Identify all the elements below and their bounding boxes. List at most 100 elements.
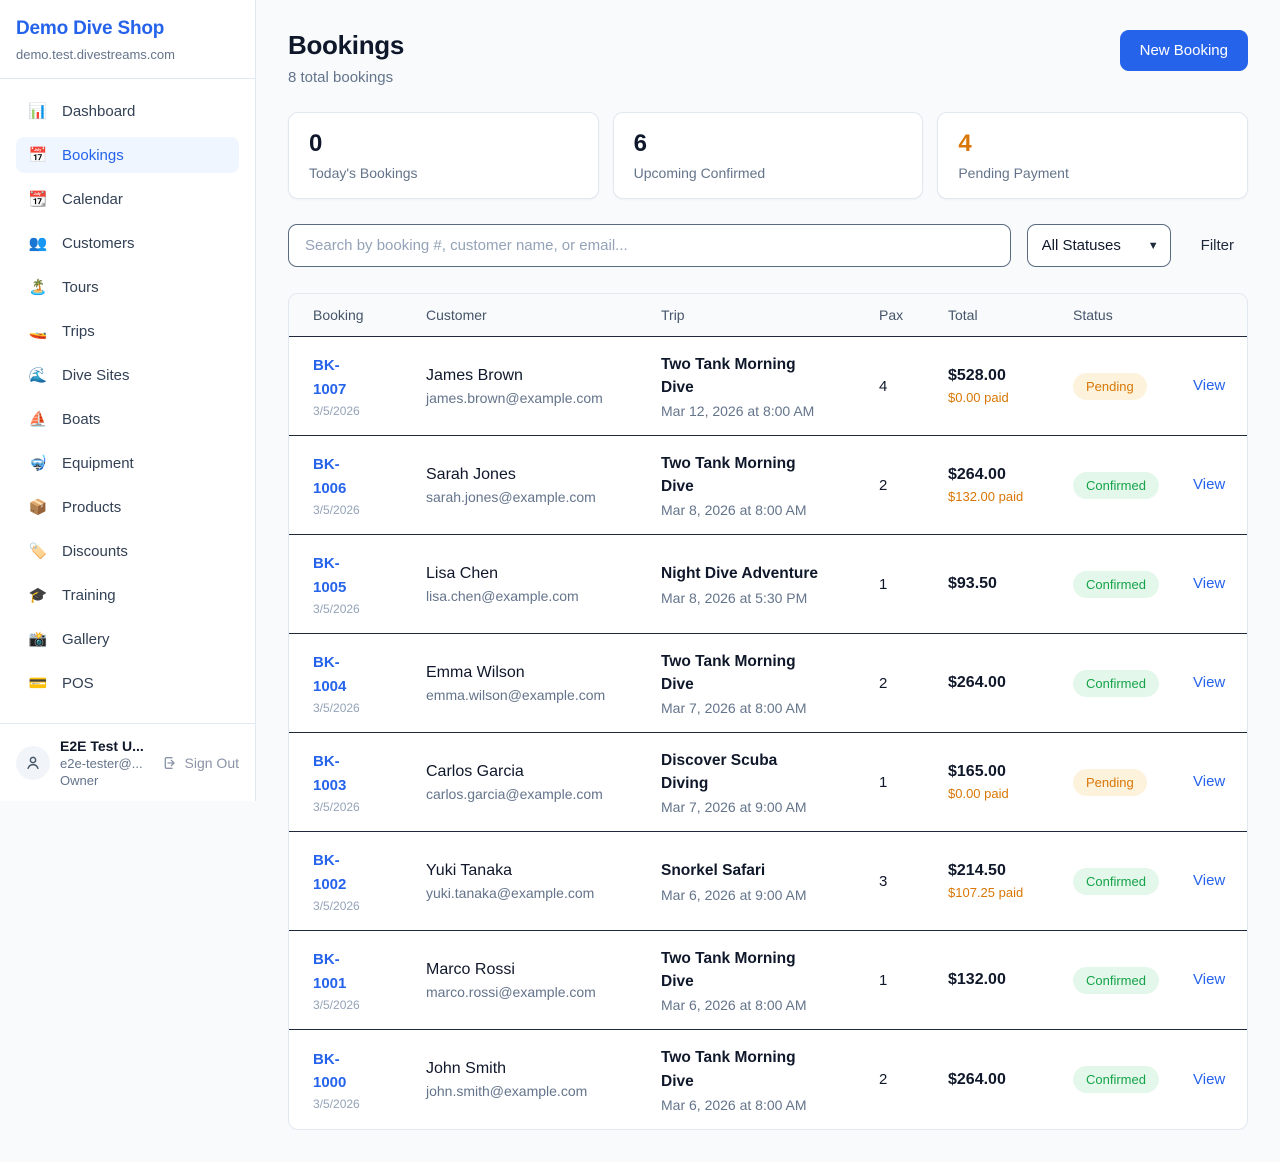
view-link[interactable]: View — [1193, 575, 1226, 592]
booking-id-link[interactable]: BK-1002 — [313, 852, 347, 893]
new-booking-button[interactable]: New Booking — [1119, 30, 1248, 71]
total-amount: $264.00 — [948, 1070, 1006, 1088]
total-amount: $132.00 — [948, 971, 1006, 988]
sign-out-button[interactable]: Sign Out — [162, 755, 239, 771]
total-amount: $264.00 — [948, 466, 1006, 483]
stats-row: 0 Today's Bookings 6 Upcoming Confirmed … — [288, 112, 1248, 199]
trip-name: Two Tank Morning Dive — [661, 949, 796, 990]
sidebar-item-dashboard[interactable]: 📊 Dashboard — [16, 93, 239, 129]
sidebar-item-calendar[interactable]: 📆 Calendar — [16, 181, 239, 217]
paid-amount: $0.00 paid — [948, 390, 1009, 405]
nav-item-label: Dive Sites — [62, 366, 130, 384]
trip-time: Mar 6, 2026 at 9:00 AM — [661, 886, 807, 903]
sidebar-item-equipment[interactable]: 🤿 Equipment — [16, 445, 239, 481]
status-badge: Confirmed — [1073, 1066, 1159, 1093]
sidebar-item-customers[interactable]: 👥 Customers — [16, 225, 239, 261]
booking-id-link[interactable]: BK-1000 — [313, 1050, 347, 1091]
sidebar-item-bookings[interactable]: 📅 Bookings — [16, 137, 239, 173]
customer-email: yuki.tanaka@example.com — [426, 884, 595, 901]
nav-item-label: Trips — [62, 322, 95, 340]
trip-time: Mar 6, 2026 at 8:00 AM — [661, 997, 807, 1014]
pax-count: 2 — [879, 674, 888, 692]
trip-time: Mar 6, 2026 at 8:00 AM — [661, 1096, 807, 1113]
booking-id-link[interactable]: BK-1007 — [313, 357, 347, 398]
camera-icon: 📸 — [28, 630, 48, 648]
stat-card: 4 Pending Payment — [937, 112, 1248, 199]
booking-id-link[interactable]: BK-1001 — [313, 951, 347, 992]
user-footer: E2E Test U... e2e-tester@... Owner Sign … — [0, 723, 255, 802]
booking-date: 3/5/2026 — [313, 997, 360, 1012]
sidebar-item-products[interactable]: 📦 Products — [16, 489, 239, 525]
view-link[interactable]: View — [1193, 377, 1226, 394]
page-title: Bookings — [288, 30, 405, 60]
sidebar-item-trips[interactable]: 🚤 Trips — [16, 313, 239, 349]
trip-name: Night Dive Adventure — [661, 565, 819, 583]
view-link[interactable]: View — [1193, 1070, 1226, 1088]
view-link[interactable]: View — [1193, 773, 1226, 790]
booking-id-link[interactable]: BK-1005 — [313, 555, 347, 596]
stat-card: 0 Today's Bookings — [288, 112, 599, 199]
booking-date: 3/5/2026 — [313, 898, 360, 913]
booking-id-link[interactable]: BK-1004 — [313, 654, 347, 695]
booking-id-link[interactable]: BK-1006 — [313, 456, 347, 497]
search-input[interactable] — [288, 224, 1011, 267]
shop-name: Demo Dive Shop — [16, 18, 165, 39]
column-header-booking: Booking — [313, 307, 364, 323]
pax-count: 2 — [879, 476, 888, 494]
page-header: Bookings 8 total bookings New Booking — [288, 30, 1248, 86]
booking-id-link[interactable]: BK-1003 — [313, 753, 347, 794]
nav-item-label: Products — [62, 498, 122, 516]
table-row: BK-1003 3/5/2026 Carlos Garcia carlos.ga… — [289, 733, 1247, 832]
table-row: BK-1001 3/5/2026 Marco Rossi marco.rossi… — [289, 931, 1247, 1030]
view-link[interactable]: View — [1193, 674, 1226, 691]
status-filter-select[interactable]: All Statuses — [1026, 224, 1171, 267]
pax-count: 3 — [879, 872, 888, 890]
sidebar-item-tours[interactable]: 🏝️ Tours — [16, 269, 239, 305]
dive-mask-icon: 🤿 — [28, 454, 48, 472]
sidebar-item-pos[interactable]: 💳 POS — [16, 665, 239, 701]
shop-domain: demo.test.divestreams.com — [16, 47, 175, 62]
status-badge: Confirmed — [1073, 471, 1159, 499]
view-link[interactable]: View — [1193, 476, 1226, 493]
package-icon: 📦 — [28, 498, 48, 516]
nav-item-label: Customers — [62, 234, 135, 252]
user-email: e2e-tester@... — [60, 756, 143, 771]
paid-amount: $107.25 paid — [948, 885, 1024, 900]
view-link[interactable]: View — [1193, 971, 1226, 988]
nav-item-label: Tours — [62, 278, 99, 296]
filter-button[interactable]: Filter — [1187, 237, 1248, 254]
status-badge: Confirmed — [1073, 669, 1159, 697]
trip-name: Two Tank Morning Dive — [661, 652, 796, 693]
pax-count: 1 — [879, 773, 888, 791]
bookings-table: Booking Customer Trip Pax Total Status BK-100… — [288, 293, 1248, 1130]
sidebar-item-gallery[interactable]: 📸 Gallery — [16, 621, 239, 657]
sidebar-item-dive-sites[interactable]: 🌊 Dive Sites — [16, 357, 239, 393]
customer-email: james.brown@example.com — [426, 389, 603, 406]
sidebar-item-training[interactable]: 🎓 Training — [16, 577, 239, 613]
status-badge: Pending — [1073, 768, 1147, 796]
customer-email: marco.rossi@example.com — [426, 983, 596, 1000]
calendar-icon: 📅 — [28, 146, 48, 164]
view-link[interactable]: View — [1193, 872, 1226, 889]
pax-count: 2 — [879, 1071, 888, 1088]
sidebar-item-boats[interactable]: ⛵ Boats — [16, 401, 239, 437]
sidebar-item-discounts[interactable]: 🏷️ Discounts — [16, 533, 239, 569]
trip-name: Two Tank Morning Dive — [661, 355, 796, 396]
calendar-pad-icon: 📆 — [28, 190, 48, 208]
total-amount: $264.00 — [948, 674, 1006, 691]
status-filter-wrap: All Statuses ▼ — [1026, 224, 1171, 267]
nav-item-label: Dashboard — [62, 102, 136, 120]
user-role: Owner — [60, 773, 99, 788]
status-badge: Confirmed — [1073, 966, 1159, 994]
stat-label: Upcoming Confirmed — [633, 165, 766, 181]
nav-item-label: Discounts — [62, 542, 128, 560]
customer-name: Marco Rossi — [426, 960, 515, 978]
table-row: BK-1007 3/5/2026 James Brown james.brown… — [289, 337, 1247, 436]
trip-name: Snorkel Safari — [661, 862, 766, 880]
booking-date: 3/5/2026 — [313, 700, 360, 715]
total-amount: $214.50 — [948, 862, 1006, 879]
table-row: BK-1004 3/5/2026 Emma Wilson emma.wilson… — [289, 634, 1247, 733]
pax-count: 1 — [879, 971, 888, 989]
sailboat-icon: ⛵ — [28, 410, 48, 428]
customer-email: emma.wilson@example.com — [426, 686, 606, 703]
